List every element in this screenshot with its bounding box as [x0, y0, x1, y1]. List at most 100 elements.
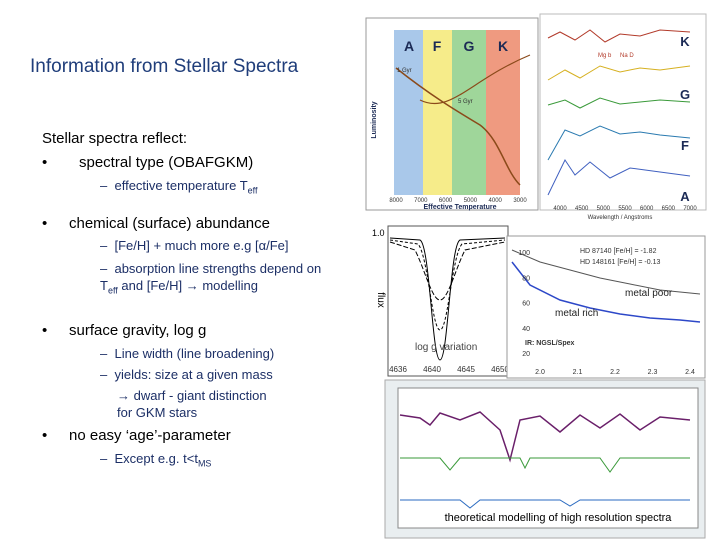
spectrum [547, 97, 691, 109]
annotation: metal poor [625, 288, 673, 299]
tick-label: 2.0 [535, 369, 545, 376]
tick-label: 60 [522, 301, 530, 308]
profile-figure: 1.0 flux log g variation 4636 4640 4645 465… [372, 225, 509, 377]
spectrum [511, 261, 701, 323]
highres-figure: theoretical modelling of high resolution… [384, 379, 706, 539]
tick-label: 100 [518, 250, 530, 257]
bullet-text: chemical (surface) abundance [69, 215, 270, 232]
band [394, 30, 423, 195]
tick-label: 4500 [575, 206, 589, 212]
isochrone-label: 5 Gyr [458, 99, 473, 105]
frame [506, 235, 706, 379]
tick-label: 7000 [683, 206, 697, 212]
text: → dwarf - giant distinction for GKM star… [117, 388, 267, 420]
tick-label: 40 [522, 326, 530, 333]
tick-label: 1.0 [372, 228, 385, 238]
legend-entry: HD 87140 [Fe/H] = -1.82 [580, 248, 657, 255]
spectrum [511, 249, 701, 295]
subscript: eff [107, 285, 118, 296]
type-label: A [680, 189, 690, 204]
spectrum [399, 411, 691, 463]
bullet-text: spectral type (OBAFGKM) [79, 154, 254, 171]
tick-label: 2.2 [610, 369, 620, 376]
tick-label: 6000 [439, 198, 453, 204]
spectrum [400, 499, 690, 509]
sub-item: – [Fe/H] + much more e.g [α/Fe] [100, 238, 289, 253]
bullet: • surface gravity, log g [42, 322, 207, 339]
tick-label: 5500 [618, 206, 632, 212]
tick-label: 6500 [662, 206, 676, 212]
sub-item: → dwarf - giant distinction for GKM star… [117, 387, 277, 421]
annotation: metal rich [555, 308, 598, 319]
note: log g variation [415, 342, 477, 353]
tick-label: 80 [522, 275, 530, 282]
subscript: MS [197, 458, 212, 469]
spectrum [547, 158, 691, 196]
annotation: IR: NGSL/Spex [525, 340, 575, 347]
text: effective temperature T [114, 178, 248, 193]
band [423, 30, 452, 195]
bullet: • no easy ‘age’-parameter [42, 427, 231, 444]
type-label: K [680, 34, 690, 49]
tick-label: 2.4 [685, 369, 695, 376]
sub-item: – yields: size at a given mass [100, 367, 273, 382]
line-label: Mg b [598, 53, 612, 59]
type-label: F [681, 138, 689, 153]
subscript: eff [247, 185, 258, 196]
axis-label: Effective Temperature [423, 204, 496, 211]
sub-item: – Line width (line broadening) [100, 346, 275, 361]
tick-label: 4650 [491, 365, 509, 374]
caption: theoretical modelling of high resolution… [445, 512, 673, 524]
tick-label: 4636 [389, 365, 407, 374]
tick-label: 2.3 [648, 369, 658, 376]
band [486, 30, 520, 195]
profile [389, 239, 506, 331]
line-label: Na D [620, 53, 634, 59]
ticks: 4000 4500 5000 5500 6000 6500 7000 [553, 206, 697, 212]
band-label: K [498, 38, 508, 54]
hr-diagram: A F G K 1 Gyr 5 Gyr Luminosity Effective… [365, 17, 539, 211]
axis-label: Luminosity [371, 101, 378, 138]
isochrone-label: 1 Gyr [397, 68, 412, 74]
profile [389, 237, 506, 361]
band-label: A [404, 38, 414, 54]
tick-label: 8000 [389, 198, 403, 204]
type-label: G [680, 87, 690, 102]
spectrum [400, 457, 690, 473]
tick-label: 2.1 [573, 369, 583, 376]
frame [387, 225, 509, 377]
spectrum [547, 65, 691, 81]
text: Line width (line broadening) [114, 346, 275, 361]
ticks: 4636 4640 4645 4650 [389, 365, 509, 374]
tick-label: 4645 [457, 365, 475, 374]
legend-entry: HD 148161 [Fe/H] = -0.13 [580, 259, 660, 266]
text: absorption line strengths depend on T [100, 261, 322, 293]
text: and [Fe/H] → modelling [117, 278, 258, 293]
tick-label: 5000 [597, 206, 611, 212]
frame [539, 13, 707, 211]
spectrum [547, 125, 691, 161]
axis-label: Wavelength / Angstroms [588, 215, 653, 221]
text: [Fe/H] + much more e.g [α/Fe] [114, 238, 289, 253]
intro: Stellar spectra reflect: [42, 130, 188, 147]
tick-label: 3000 [513, 198, 527, 204]
band-label: F [433, 38, 442, 54]
bullet: • chemical (surface) abundance [42, 215, 270, 232]
tick-label: 4000 [553, 206, 567, 212]
tick-label: 20 [522, 351, 530, 358]
isochrone [419, 54, 531, 105]
band-label: G [464, 38, 475, 54]
spectrum [547, 29, 691, 43]
tick-label: 6000 [640, 206, 654, 212]
ticks: 8000 7000 6000 5000 4000 3000 [389, 198, 527, 204]
bullet-text: no easy ‘age’-parameter [69, 427, 231, 444]
band [452, 30, 486, 195]
tick-label: 5000 [464, 198, 478, 204]
sub-item: – Except e.g. t<tMS [100, 451, 212, 469]
isochrone [395, 67, 521, 186]
ticks: 2.0 2.1 2.2 2.3 2.4 100 80 60 40 20 [518, 250, 695, 376]
text: yields: size at a given mass [114, 367, 273, 382]
slide-title: Information from Stellar Spectra [30, 56, 299, 77]
